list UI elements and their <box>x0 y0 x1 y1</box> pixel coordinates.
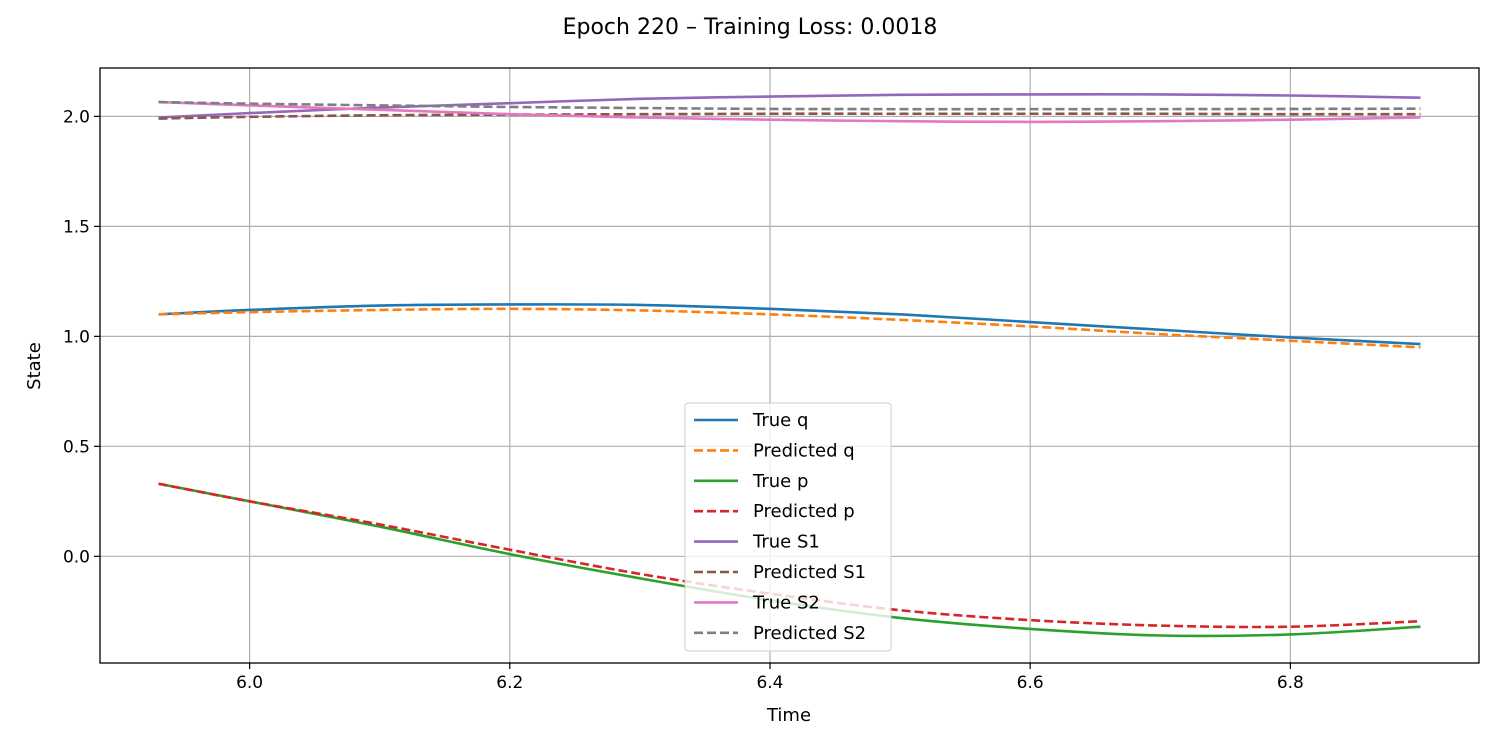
legend-frame <box>684 402 892 652</box>
x-tick-label: 6.4 <box>756 673 783 693</box>
y-axis-label: State <box>24 342 45 390</box>
series-line-predicted-q <box>158 307 1421 349</box>
legend-label-predicted-s1: Predicted S1 <box>753 562 866 583</box>
y-tick-label: 0.5 <box>63 437 90 457</box>
legend-label-predicted-s2: Predicted S2 <box>753 623 866 644</box>
x-ticks: 6.0 6.2 6.4 6.6 6.8 <box>236 663 1304 693</box>
y-tick-label: 2.0 <box>63 107 90 127</box>
y-tick-label: 0.0 <box>63 547 90 567</box>
legend-label-predicted-q: Predicted q <box>753 440 855 461</box>
y-ticks: 0.0 0.5 1.0 1.5 2.0 <box>63 107 100 567</box>
x-tick-label: 6.8 <box>1277 673 1304 693</box>
x-tick-label: 6.6 <box>1017 673 1044 693</box>
legend-label-true-p: True p <box>752 471 808 492</box>
legend: True q Predicted q True p Predicted p True S… <box>684 402 892 652</box>
legend-label-true-s2: True S2 <box>752 592 820 613</box>
series-line-predicted-p <box>158 482 1421 629</box>
x-axis-label: Time <box>766 705 811 726</box>
x-tick-label: 6.0 <box>236 673 263 693</box>
series-line-predicted-s1 <box>158 112 1421 120</box>
series-line-predicted-s2 <box>158 100 1421 111</box>
series-line-true-s2 <box>158 100 1421 124</box>
chart-title: Epoch 220 – Training Loss: 0.0018 <box>563 15 938 40</box>
plot-frame <box>99 67 1480 664</box>
y-tick-label: 1.5 <box>63 217 90 237</box>
legend-label-true-q: True q <box>752 410 808 431</box>
y-tick-label: 1.0 <box>63 327 90 347</box>
legend-label-true-s1: True S1 <box>752 532 820 553</box>
x-tick-label: 6.2 <box>496 673 523 693</box>
series-line-true-q <box>158 303 1421 346</box>
legend-label-predicted-p: Predicted p <box>753 501 855 522</box>
